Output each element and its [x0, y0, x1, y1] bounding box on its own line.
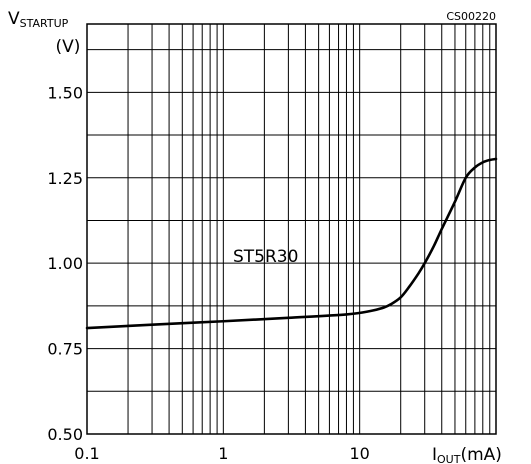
x-axis-title-subscript: OUT [437, 453, 461, 464]
series-label-st5r30: ST5R30 [233, 247, 298, 267]
y-tick-label: 0.75 [47, 340, 83, 359]
y-axis-title-main: V [8, 9, 20, 29]
x-axis-title: IOUT(mA) [432, 445, 502, 464]
x-axis-title-main: I [432, 445, 437, 464]
y-tick-label: 1.50 [47, 83, 83, 102]
y-tick-label: 1.00 [47, 254, 83, 273]
x-tick-label: 1 [218, 444, 228, 463]
y-axis-title: VSTARTUP [8, 9, 69, 30]
series-line-st5r30 [85, 157, 498, 330]
plot-frame [86, 23, 497, 435]
tick-labels: 0.50 0.75 1.00 1.25 1.50 0.1 1 10 [47, 83, 369, 463]
x-tick-label: 10 [349, 444, 369, 463]
y-tick-label: 1.25 [47, 169, 83, 188]
y-axis-unit: (V) [56, 37, 81, 57]
grid-lines [86, 23, 497, 435]
y-axis-title-subscript: STARTUP [20, 17, 69, 30]
y-tick-label: 0.50 [47, 425, 83, 444]
x-tick-label: 0.1 [74, 444, 99, 463]
figure-code: CS00220 [446, 10, 496, 23]
x-axis-unit: (mA) [460, 445, 501, 464]
